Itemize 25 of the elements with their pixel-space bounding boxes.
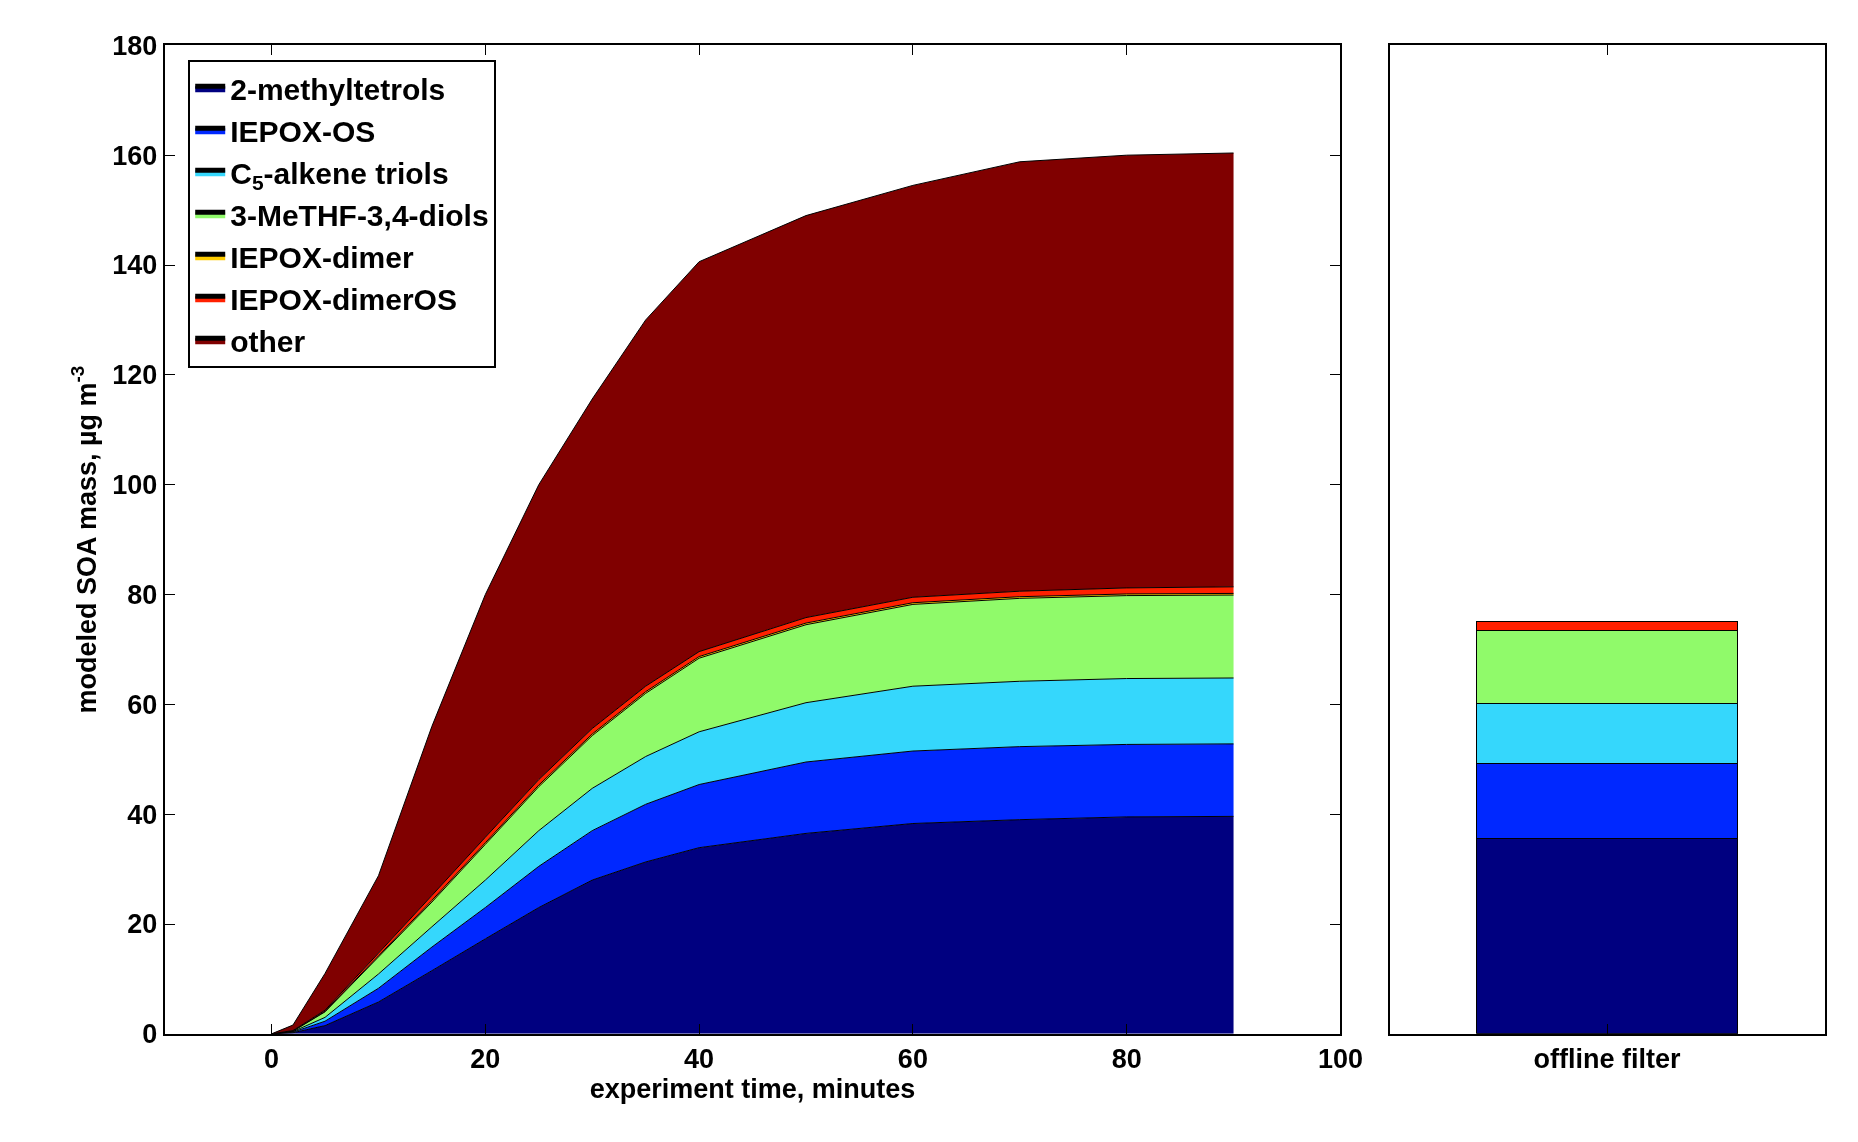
legend-label: 2-methyltetrols <box>230 72 446 106</box>
legend-label: IEPOX-dimerOS <box>230 282 457 316</box>
y-tick-label: 20 <box>127 909 158 940</box>
y-tick-label: 100 <box>112 470 158 501</box>
x-tick-label: 20 <box>470 1044 501 1075</box>
y-tick-label: 60 <box>127 689 158 720</box>
legend-label: IEPOX-dimer <box>230 240 414 274</box>
legend-label: 3-MeTHF-3,4-diols <box>230 198 489 232</box>
x-tick-label: 100 <box>1317 1044 1363 1075</box>
y-tick-label: 80 <box>127 579 158 610</box>
legend-label: C$_{5}$-alkene triols <box>230 156 449 195</box>
y-tick-label: 140 <box>112 250 158 281</box>
x-tick-label: 40 <box>684 1044 715 1075</box>
x-tick-label: 60 <box>897 1044 928 1075</box>
x-tick-label: 0 <box>264 1044 280 1075</box>
legend-label: IEPOX-OS <box>230 114 376 148</box>
x-tick-label: 80 <box>1111 1044 1142 1075</box>
x-axis-title: experiment time, minutes <box>589 1074 916 1105</box>
y-tick-label: 40 <box>127 799 158 830</box>
y-tick-label: 0 <box>142 1019 158 1050</box>
legend-label: other <box>230 324 306 358</box>
y-tick-label: 160 <box>112 140 158 171</box>
y-tick-label: 180 <box>112 30 158 61</box>
x-tick-label: offline filter <box>1533 1044 1682 1075</box>
y-tick-label: 120 <box>112 360 158 391</box>
